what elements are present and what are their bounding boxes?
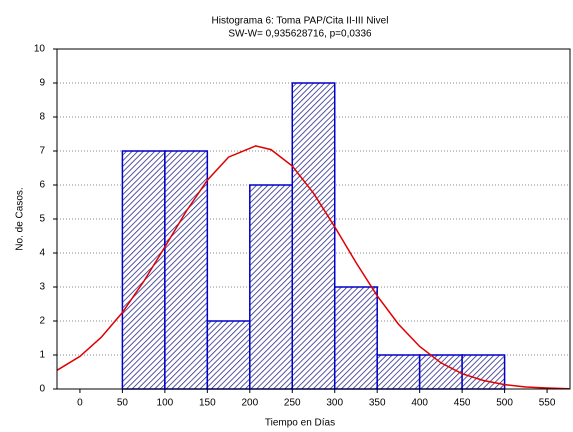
y-tick-label: 10	[34, 44, 46, 55]
x-tick-label: 250	[284, 398, 301, 409]
bar	[206, 320, 251, 390]
chart-subtitle: SW-W= 0,935628716, p=0,0336	[228, 29, 372, 40]
x-tick-label: 100	[157, 398, 174, 409]
y-axis-label: No. de Casos.	[15, 187, 26, 250]
bar	[121, 150, 166, 390]
bar	[249, 184, 294, 390]
x-tick-label: 150	[199, 398, 216, 409]
y-tick-label: 8	[39, 112, 45, 123]
x-tick-label: 350	[369, 398, 386, 409]
x-axis-label: Tiempo en Días	[265, 418, 335, 429]
x-tick-label: 450	[454, 398, 471, 409]
bar	[164, 150, 209, 390]
bar	[461, 354, 506, 390]
y-tick-label: 4	[39, 248, 45, 259]
x-tick-label: 550	[539, 398, 556, 409]
y-tick-label: 0	[39, 384, 45, 395]
bar	[376, 354, 421, 390]
bar	[333, 286, 378, 390]
y-tick-label: 5	[39, 214, 45, 225]
plot-frame	[56, 48, 571, 390]
x-tick-label: 200	[241, 398, 258, 409]
x-tick-label: 400	[411, 398, 428, 409]
fit-curve	[56, 145, 570, 390]
x-tick-label: 500	[496, 398, 513, 409]
y-tick-label: 1	[39, 350, 45, 361]
bar	[291, 82, 336, 390]
y-tick-label: 3	[39, 282, 45, 293]
y-tick-label: 7	[39, 146, 45, 157]
x-tick-label: 300	[326, 398, 343, 409]
chart-title: Histograma 6: Toma PAP/Cita II-III Nivel	[212, 16, 389, 27]
x-tick-label: 0	[77, 398, 83, 409]
bar	[418, 354, 463, 390]
y-tick-label: 2	[39, 316, 45, 327]
y-tick-label: 6	[39, 180, 45, 191]
y-tick-label: 9	[39, 78, 45, 89]
x-tick-label: 50	[117, 398, 129, 409]
